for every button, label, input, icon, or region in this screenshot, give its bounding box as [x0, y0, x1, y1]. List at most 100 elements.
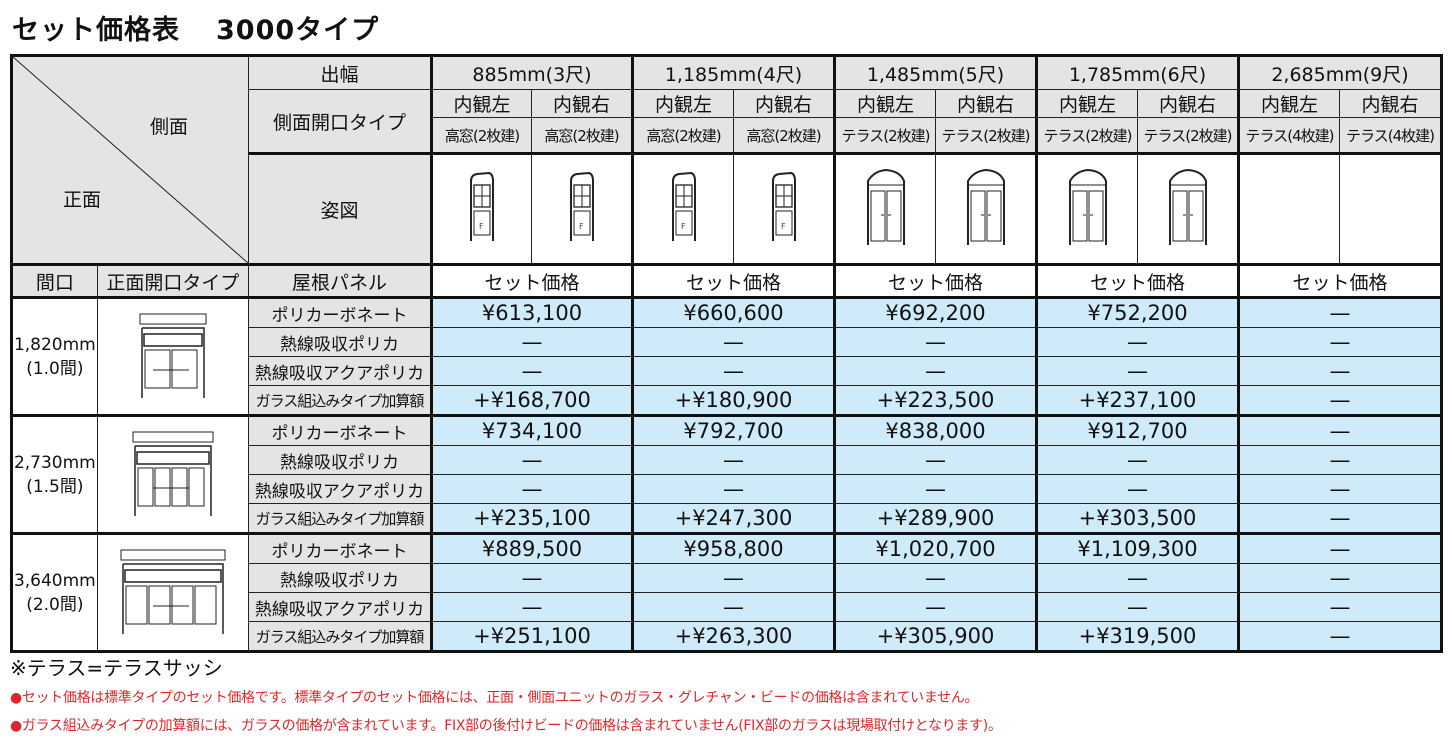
side-opening-type: テラス(2枚建) — [935, 117, 1037, 154]
roof-panel-type: ポリカーボネート — [248, 296, 432, 328]
price-cell: +¥168,700 — [430, 385, 633, 416]
roof-panel-type: 熱線吸収アクアポリカ — [248, 592, 432, 622]
depth-label: 出幅 — [248, 55, 432, 90]
price-cell: — — [1035, 445, 1239, 475]
price-cell: +¥223,500 — [833, 385, 1037, 416]
set-price-header: セット価格 — [1035, 263, 1239, 298]
view-direction: 内観右 — [1339, 89, 1442, 118]
frontage-value: 2,730mm (1.5間) — [11, 414, 98, 534]
diagonal-line — [13, 57, 248, 263]
depth-header: 1,785mm(6尺) — [1035, 55, 1239, 90]
set-price-header: セット価格 — [833, 263, 1037, 298]
side-opening-type: テラス(2枚建) — [833, 117, 936, 154]
roof-panel-type: ガラス組込みタイプ加算額 — [248, 503, 432, 534]
price-cell: — — [1237, 503, 1442, 534]
front-label: 正面 — [63, 189, 102, 211]
notes: ※テラス=テラスサッシ ●セット価格は標準タイプのセット価格です。標準タイプのセ… — [10, 652, 1002, 743]
price-cell: ¥792,700 — [631, 414, 835, 446]
roof-panel-type: ポリカーボネート — [248, 414, 432, 446]
price-cell: — — [1237, 532, 1442, 564]
set-price-header: セット価格 — [1237, 263, 1442, 298]
side-figure — [1035, 152, 1138, 265]
price-cell: — — [1237, 356, 1442, 386]
side-figure: F — [733, 152, 835, 265]
price-cell: — — [1035, 327, 1239, 357]
price-cell: ¥692,200 — [833, 296, 1037, 328]
side-opening-type: テラス(2枚建) — [1035, 117, 1138, 154]
side-label: 側面 — [150, 116, 189, 138]
price-cell: — — [631, 445, 835, 475]
price-cell: — — [1237, 445, 1442, 475]
corner-cell: 側面正面 — [11, 55, 249, 265]
tall-window-figure-icon: F — [569, 171, 594, 241]
price-cell: — — [833, 356, 1037, 386]
view-direction: 内観左 — [1035, 89, 1138, 118]
side-type-label: 側面開口タイプ — [248, 89, 432, 154]
front-figure — [96, 296, 250, 416]
frontage-label: 間口 — [11, 263, 98, 298]
frontage-value: 1,820mm (1.0間) — [11, 296, 98, 416]
price-cell: — — [430, 563, 633, 593]
price-cell: — — [833, 592, 1037, 622]
roof-panel-type: 熱線吸収アクアポリカ — [248, 474, 432, 504]
svg-text:F: F — [579, 222, 584, 231]
set-price-header: セット価格 — [430, 263, 633, 298]
price-cell: — — [1237, 414, 1442, 446]
view-direction: 内観右 — [531, 89, 633, 118]
terrace-sash-figure-icon — [966, 168, 1005, 245]
price-cell: +¥319,500 — [1035, 621, 1239, 652]
depth-header: 2,685mm(9尺) — [1237, 55, 1442, 90]
side-figure — [1137, 152, 1239, 265]
price-cell: ¥613,100 — [430, 296, 633, 328]
price-table: 側面 正面 出幅 885mm(3尺) 1,185mm(4尺) 1,485mm(5尺) 1,7… — [10, 54, 1443, 653]
tall-window-figure-icon: F — [771, 171, 796, 241]
side-figure: F — [430, 152, 532, 265]
price-cell: ¥660,600 — [631, 296, 835, 328]
price-cell: +¥237,100 — [1035, 385, 1239, 416]
side-opening-type: テラス(4枚建) — [1339, 117, 1442, 154]
price-cell: — — [833, 474, 1037, 504]
set-price-header: セット価格 — [631, 263, 835, 298]
price-cell: — — [833, 327, 1037, 357]
title-type: 3000タイプ — [216, 15, 380, 46]
front-elevation-figure-icon — [139, 313, 207, 398]
side-opening-type: テラス(4枚建) — [1237, 117, 1340, 154]
side-figure — [833, 152, 936, 265]
roof-panel-type: 熱線吸収ポリカ — [248, 563, 432, 593]
price-cell: — — [631, 356, 835, 386]
side-opening-type: 高窓(2枚建) — [733, 117, 835, 154]
view-direction: 内観左 — [430, 89, 532, 118]
price-cell: ¥889,500 — [430, 532, 633, 564]
price-cell: — — [1237, 563, 1442, 593]
frontage-mm: 3,640mm — [13, 570, 96, 591]
side-opening-type: 高窓(2枚建) — [531, 117, 633, 154]
tall-window-figure-icon: F — [671, 171, 696, 241]
side-figure: F — [531, 152, 633, 265]
price-cell: +¥263,300 — [631, 621, 835, 652]
frontage-ken: (1.5間) — [26, 476, 84, 497]
svg-text:F: F — [681, 222, 686, 231]
price-cell: ¥734,100 — [430, 414, 633, 446]
price-cell: +¥247,300 — [631, 503, 835, 534]
price-cell: +¥303,500 — [1035, 503, 1239, 534]
front-figure — [96, 414, 250, 534]
roof-panel-type: ガラス組込みタイプ加算額 — [248, 621, 432, 652]
terrace-sash-figure-icon — [1168, 168, 1207, 245]
price-cell: — — [1237, 592, 1442, 622]
price-cell: — — [1035, 563, 1239, 593]
view-direction: 内観右 — [1137, 89, 1239, 118]
view-direction: 内観左 — [1237, 89, 1340, 118]
tall-window-figure-icon: F — [470, 171, 494, 241]
front-elevation-figure-icon — [120, 549, 226, 634]
side-opening-type: テラス(2枚建) — [1137, 117, 1239, 154]
page-title: セット価格表 3000タイプ — [12, 8, 379, 47]
terrace-sash-figure-icon — [1068, 168, 1107, 245]
price-cell: — — [1237, 621, 1442, 652]
front-type-label: 正面開口タイプ — [96, 263, 250, 298]
title-main: セット価格表 — [12, 15, 180, 46]
price-cell: — — [1035, 474, 1239, 504]
side-figure — [1237, 152, 1340, 265]
price-cell: ¥1,109,300 — [1035, 532, 1239, 564]
frontage-mm: 1,820mm — [13, 334, 96, 355]
price-cell: — — [430, 445, 633, 475]
